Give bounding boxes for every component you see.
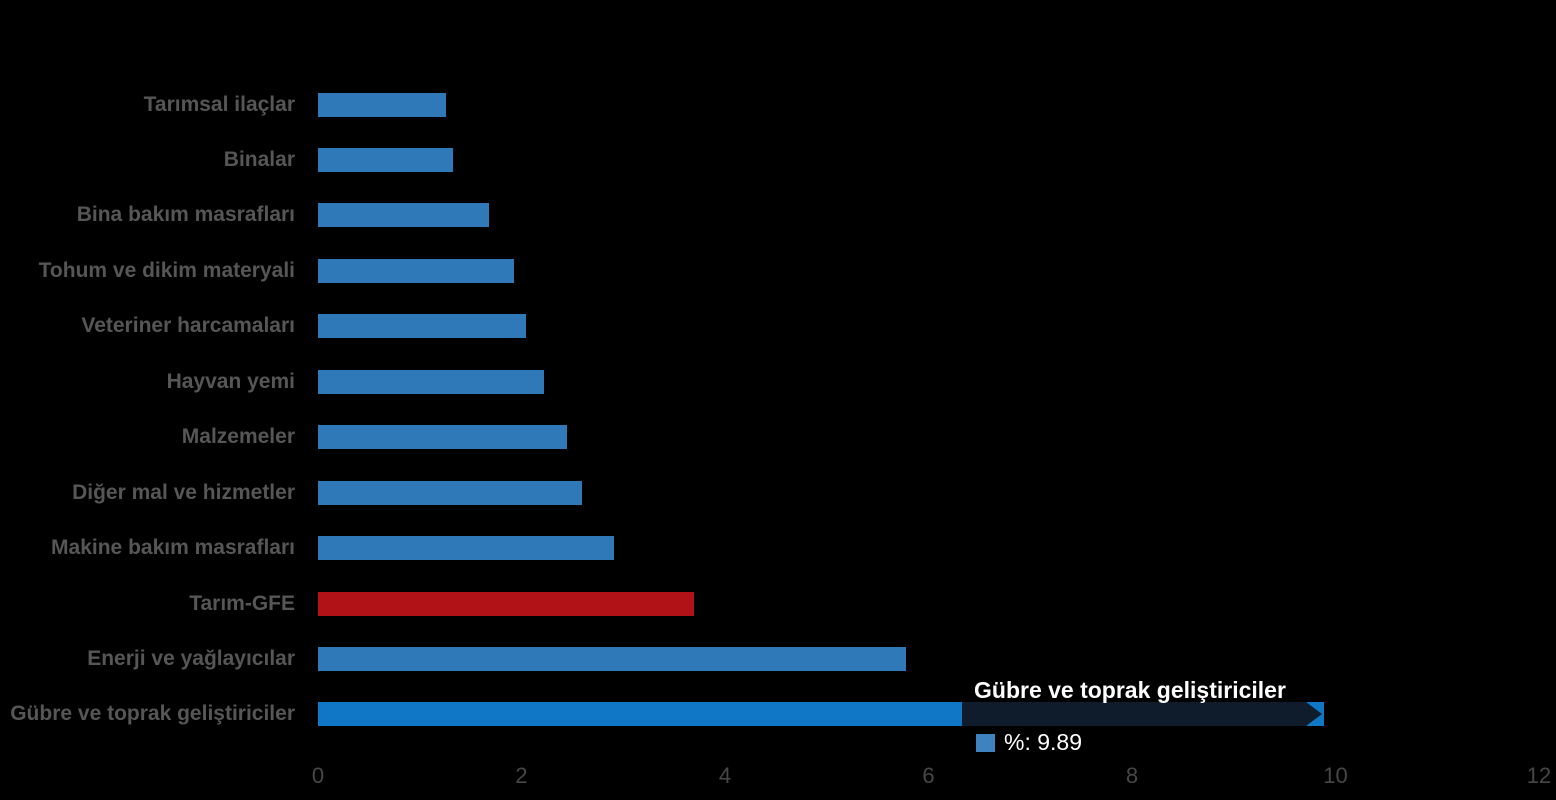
tooltip-value-row: %: 9.89 <box>976 729 1082 756</box>
x-tick-label: 4 <box>718 763 732 788</box>
tooltip-title: Gübre ve toprak geliştiriciler <box>974 677 1286 704</box>
bar[interactable] <box>318 369 544 394</box>
x-tick-label: 6 <box>922 763 935 788</box>
category-label: Tohum ve dikim materyali <box>38 258 295 282</box>
bar[interactable] <box>318 203 489 228</box>
category-label: Malzemeler <box>181 425 295 449</box>
tooltip-value: %: 9.89 <box>1004 729 1082 756</box>
category-label: Makine bakım masrafları <box>51 536 295 560</box>
bar[interactable] <box>318 258 515 283</box>
x-tick-label: 0 <box>311 763 325 788</box>
bar[interactable] <box>318 591 695 616</box>
category-label: Veteriner harcamaları <box>81 314 295 338</box>
category-label: Tarım-GFE <box>189 591 295 615</box>
category-label: Tarımsal ilaçlar <box>143 92 295 116</box>
bar[interactable] <box>318 647 907 671</box>
bar[interactable] <box>318 92 447 117</box>
x-tick-label: 10 <box>1323 763 1348 788</box>
x-tick-label: 2 <box>515 763 528 788</box>
x-tick-label: 8 <box>1125 763 1139 788</box>
category-label: Bina bakım masrafları <box>76 203 295 227</box>
category-label: Binalar <box>223 147 295 171</box>
bar[interactable] <box>318 314 526 339</box>
tooltip-arrow-icon <box>1306 702 1322 727</box>
series-marker-icon <box>976 733 995 752</box>
bar[interactable] <box>318 425 568 450</box>
x-tick-label: 12 <box>1526 763 1552 788</box>
bar[interactable] <box>318 536 615 561</box>
bar[interactable] <box>318 480 582 505</box>
category-label: Gübre ve toprak geliştiriciler <box>10 702 295 726</box>
category-label: Enerji ve yağlayıcılar <box>87 647 295 670</box>
tooltip-background-band <box>962 702 1306 727</box>
category-label: Diğer mal ve hizmetler <box>72 480 295 504</box>
category-label: Hayvan yemi <box>166 369 295 393</box>
bar[interactable] <box>318 147 454 172</box>
